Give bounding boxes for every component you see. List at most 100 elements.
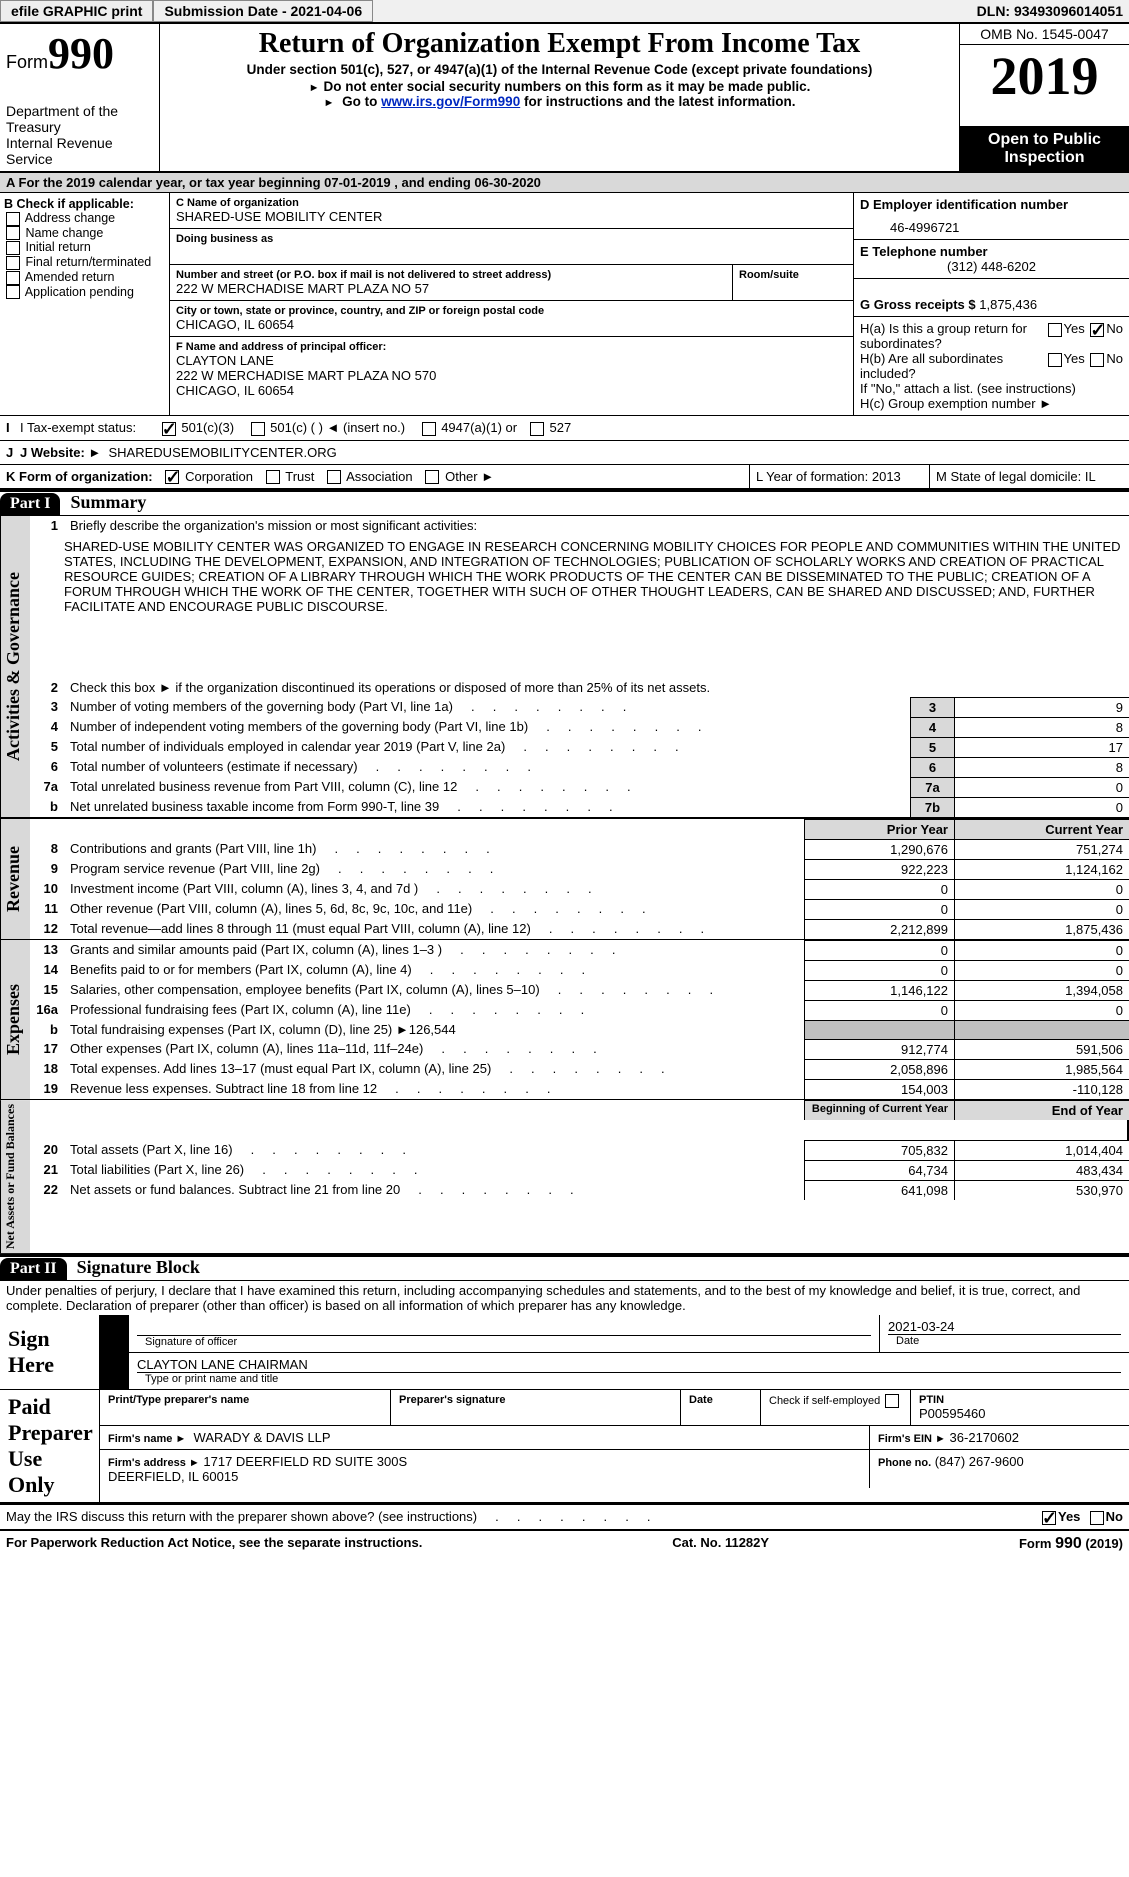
check-assoc[interactable] [327,470,341,484]
table-row: 22Net assets or fund balances. Subtract … [30,1180,1129,1200]
instr-2: Go to www.irs.gov/Form990 for instructio… [164,94,955,109]
sig-officer-label: Signature of officer [137,1335,871,1348]
opt-final-return: Final return/terminated [25,255,151,269]
opt-other: Other ► [445,469,494,484]
check-self-employed[interactable] [885,1394,899,1408]
col-d: D Employer identification number 46-4996… [854,193,1129,415]
dba [176,245,847,260]
check-address-change[interactable] [6,212,20,226]
opt-corp: Corporation [185,469,253,484]
table-row: 9Program service revenue (Part VIII, lin… [30,859,1129,879]
table-row: 19Revenue less expenses. Subtract line 1… [30,1079,1129,1099]
firm-addr-label: Firm's address ► [108,1457,200,1469]
omb-number: OMB No. 1545-0047 [960,24,1129,45]
begin-year-hdr: Beginning of Current Year [804,1100,954,1120]
opt-address-change: Address change [25,211,115,225]
vtab-rev: Revenue [0,819,30,939]
check-amended[interactable] [6,271,20,285]
irs-link[interactable]: www.irs.gov/Form990 [381,94,520,109]
part-1-label: Part I [0,493,60,515]
opt-trust: Trust [285,469,314,484]
net-assets-section: Net Assets or Fund Balances Beginning of… [0,1100,1129,1255]
activities-governance: Activities & Governance 1Briefly describ… [0,516,1129,819]
check-trust[interactable] [266,470,280,484]
opt-501c: 501(c) ( ) ◄ (insert no.) [270,420,405,435]
opt-amended: Amended return [25,270,115,284]
ha-no[interactable] [1090,323,1104,337]
table-row: 6Total number of volunteers (estimate if… [30,757,1129,777]
l1-label: Briefly describe the organization's miss… [64,516,1129,535]
prep-name-label: Print/Type preparer's name [108,1394,382,1406]
table-row: bTotal fundraising expenses (Part IX, co… [30,1020,1129,1039]
submission-date: Submission Date - 2021-04-06 [153,0,373,22]
table-row: 3Number of voting members of the governi… [30,697,1129,717]
signature-block: Sign Here Signature of officer 2021-03-2… [0,1315,1129,1505]
firm-phone: (847) 267-9600 [935,1454,1024,1469]
check-527[interactable] [530,422,544,436]
part-2-label: Part II [0,1258,67,1280]
table-row: 16aProfessional fundraising fees (Part I… [30,1000,1129,1020]
discuss-no[interactable] [1090,1511,1104,1525]
check-corp[interactable] [165,470,179,484]
opt-4947: 4947(a)(1) or [441,420,517,435]
check-final-return[interactable] [6,256,20,270]
sig-date-label: Date [888,1334,1121,1347]
ptin-label: PTIN [919,1394,1121,1406]
expenses-section: Expenses 13Grants and similar amounts pa… [0,940,1129,1100]
discuss-yes-text: Yes [1058,1509,1080,1524]
check-501c3[interactable] [162,422,176,436]
row-k: K Form of organization: Corporation Trus… [0,465,1129,491]
check-501c[interactable] [251,422,265,436]
check-4947[interactable] [422,422,436,436]
discuss-yes[interactable] [1042,1511,1056,1525]
mission: SHARED-USE MOBILITY CENTER WAS ORGANIZED… [30,535,1129,618]
yes-text-2: Yes [1064,351,1085,366]
footer-year: (2019) [1082,1536,1123,1551]
no-text: No [1106,321,1123,336]
sig-date: 2021-03-24 [888,1319,1121,1334]
city-label: City or town, state or province, country… [176,305,847,317]
table-row: 11Other revenue (Part VIII, column (A), … [30,899,1129,919]
officer: CLAYTON LANE 222 W MERCHADISE MART PLAZA… [176,353,847,398]
table-row: 18Total expenses. Add lines 13–17 (must … [30,1059,1129,1079]
city: CHICAGO, IL 60654 [176,317,847,332]
opt-app-pending: Application pending [25,285,134,299]
row-j: J J Website: ► SHAREDUSEMOBILITYCENTER.O… [0,441,1129,465]
efile-button[interactable]: efile GRAPHIC print [0,0,153,22]
form-title: Return of Organization Exempt From Incom… [164,28,955,60]
check-name-change[interactable] [6,226,20,240]
vtab-nab: Net Assets or Fund Balances [0,1100,30,1253]
instr-2-post: for instructions and the latest informat… [520,94,795,109]
paperwork-notice: For Paperwork Reduction Act Notice, see … [6,1535,422,1553]
top-bar: efile GRAPHIC print Submission Date - 20… [0,0,1129,24]
check-initial-return[interactable] [6,241,20,255]
check-app-pending[interactable] [6,285,20,299]
sig-arrow-icon-2 [100,1353,128,1389]
state-domicile: M State of legal domicile: IL [929,465,1129,489]
col-b: B Check if applicable: Address change Na… [0,193,170,415]
form-number: 990 [48,29,114,78]
ha-yes[interactable] [1048,323,1062,337]
part-2-bar: Part II Signature Block [0,1255,1129,1281]
phone-label: E Telephone number [860,244,1123,259]
form-org-label: K Form of organization: [6,469,153,484]
footer: For Paperwork Reduction Act Notice, see … [0,1531,1129,1557]
end-year-hdr: End of Year [954,1100,1129,1120]
yes-text: Yes [1064,321,1085,336]
room-label: Room/suite [739,269,847,281]
table-row: 7aTotal unrelated business revenue from … [30,777,1129,797]
vtab-ag: Activities & Governance [0,516,30,817]
table-row: 4Number of independent voting members of… [30,717,1129,737]
no-text-2: No [1106,351,1123,366]
org-name-label: C Name of organization [176,197,847,209]
sig-arrow-icon [100,1315,128,1352]
sign-here-label: Sign Here [0,1315,100,1389]
check-other[interactable] [425,470,439,484]
prep-date-label: Date [689,1394,752,1406]
instr-2-pre: Go to [342,94,381,109]
hb-yes[interactable] [1048,353,1062,367]
ha-label: H(a) Is this a group return for subordin… [860,321,1046,351]
form-header: Form990 Department of the Treasury Inter… [0,24,1129,173]
hb-no[interactable] [1090,353,1104,367]
street: 222 W MERCHADISE MART PLAZA NO 57 [176,281,726,296]
